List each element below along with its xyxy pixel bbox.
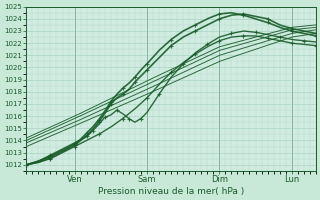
X-axis label: Pression niveau de la mer( hPa ): Pression niveau de la mer( hPa ): [98, 187, 244, 196]
